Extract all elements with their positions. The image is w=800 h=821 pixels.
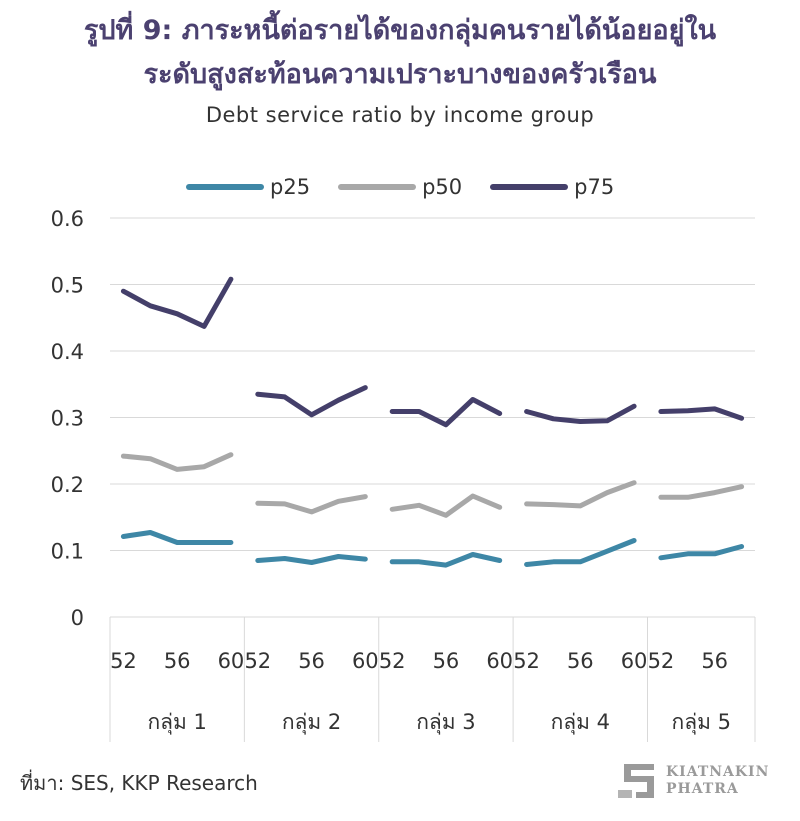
kkp-logo: KIATNAKIN PHATRA: [614, 760, 769, 802]
source-note: ที่มา: SES, KKP Research: [20, 771, 258, 795]
legend-swatch-p25: [186, 184, 264, 190]
x-tick-label: 56: [433, 649, 460, 673]
x-tick-label: 52: [379, 649, 406, 673]
series-line-p25: [255, 554, 368, 565]
x-tick-label: 52: [648, 649, 675, 673]
y-tick-label: 0: [71, 606, 84, 630]
legend-label-p25: p25: [270, 175, 311, 199]
legend-item-p50: p50: [338, 175, 462, 199]
x-tick-label: 60: [486, 649, 513, 673]
series-line-p50: [389, 493, 503, 518]
chart-title-line-2: ระดับสูงสะท้อนความเปราะบางของครัวเรือน: [143, 59, 657, 90]
legend-swatch-p75: [490, 184, 569, 190]
x-tick-label: 52: [244, 649, 271, 673]
x-tick-label: 56: [701, 649, 728, 673]
series-line-p25: [389, 552, 503, 568]
chart-subtitle: Debt service ratio by income group: [205, 103, 595, 127]
kkp-logo-icon: [618, 764, 654, 798]
x-tick-label: 60: [218, 649, 245, 673]
x-tick-label: 60: [352, 649, 379, 673]
legend-swatch-p50: [338, 184, 417, 190]
series-line-p25: [524, 538, 637, 567]
x-tick-label: 52: [513, 649, 540, 673]
x-tick-label: 60: [621, 649, 648, 673]
x-tick-label: 52: [110, 649, 137, 673]
x-tick-label: 56: [298, 649, 325, 673]
x-tick-label: 56: [164, 649, 191, 673]
y-tick-label: 0.2: [51, 473, 84, 497]
y-tick-label: 0.3: [51, 407, 84, 431]
legend-label-p75: p75: [574, 175, 615, 199]
legend-item-p25: p25: [186, 175, 310, 199]
legend-label-p50: p50: [422, 175, 463, 199]
series-line-p75: [255, 385, 368, 418]
x-tick-label: 56: [567, 649, 594, 673]
series-line-p25: [120, 530, 234, 545]
series-line-p50: [524, 480, 637, 509]
y-tick-label: 0.1: [51, 540, 84, 564]
group-label: กลุ่ม 3: [416, 710, 475, 735]
series-line-p25: [658, 544, 745, 561]
logo-text-line-2: PHATRA: [666, 781, 739, 797]
series-line-p75: [524, 403, 637, 424]
legend-item-p75: p75: [490, 175, 614, 199]
group-label: กลุ่ม 4: [551, 710, 610, 735]
y-tick-label: 0.5: [51, 274, 84, 298]
series-line-p50: [658, 484, 745, 500]
group-label: กลุ่ม 1: [147, 710, 206, 735]
series-line-p75: [658, 406, 745, 421]
series-line-p50: [255, 494, 368, 515]
group-label: กลุ่ม 5: [672, 710, 731, 735]
group-label: กลุ่ม 2: [282, 710, 341, 735]
series-line-p75: [120, 276, 234, 329]
logo-text-line-1: KIATNAKIN: [666, 764, 770, 780]
y-tick-label: 0.6: [51, 207, 84, 231]
chart-title-line-1: รูปที่ 9: ภาระหนี้ต่อรายได้ของกลุ่มคนราย…: [83, 15, 717, 46]
y-tick-label: 0.4: [51, 340, 84, 364]
chart-legend: p25 p50 p75: [186, 172, 642, 202]
series-line-p50: [120, 452, 234, 472]
series-line-p75: [389, 397, 503, 428]
